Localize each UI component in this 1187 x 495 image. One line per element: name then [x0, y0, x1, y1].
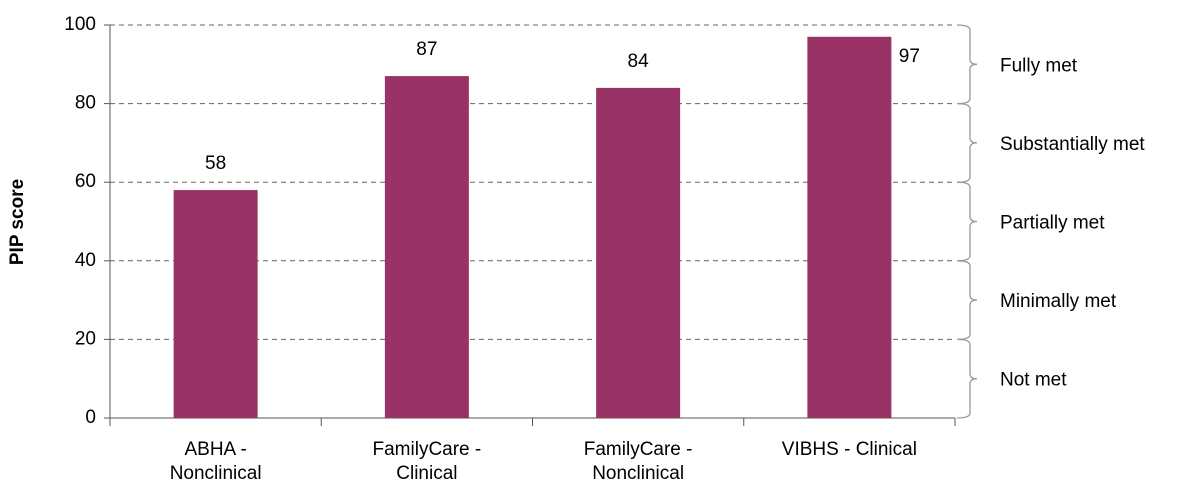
- bar: [384, 76, 469, 418]
- y-tick-label: 0: [85, 407, 96, 428]
- band-brace: [956, 260, 978, 341]
- value-label: 58: [205, 153, 226, 174]
- y-tick-label: 20: [75, 328, 96, 349]
- band-label: Minimally met: [1000, 291, 1117, 312]
- band-brace: [956, 181, 978, 262]
- bar: [173, 190, 258, 418]
- y-tick-label: 40: [75, 250, 96, 271]
- y-tick-label: 60: [75, 171, 96, 192]
- band-label: Substantially met: [1000, 134, 1145, 155]
- band-brace: [956, 24, 978, 105]
- x-tick-label: FamilyCare - Nonclinical: [583, 439, 693, 484]
- y-tick-label: 80: [75, 93, 96, 114]
- bar: [596, 87, 681, 418]
- y-tick-label: 100: [64, 14, 96, 35]
- value-label: 87: [416, 39, 437, 60]
- band-label: Partially met: [1000, 213, 1105, 234]
- x-tick-label: FamilyCare - Clinical: [372, 439, 482, 484]
- y-axis-title: PIP score: [7, 179, 28, 265]
- bar: [807, 36, 892, 418]
- band-brace: [956, 102, 978, 183]
- x-tick-label: VIBHS - Clinical: [781, 439, 917, 460]
- band-label: Not met: [1000, 370, 1067, 391]
- band-brace: [956, 338, 978, 419]
- value-label: 84: [628, 51, 650, 72]
- value-label: 97: [899, 46, 920, 67]
- band-label: Fully met: [1000, 55, 1078, 76]
- x-tick-label: ABHA - Nonclinical: [169, 439, 262, 484]
